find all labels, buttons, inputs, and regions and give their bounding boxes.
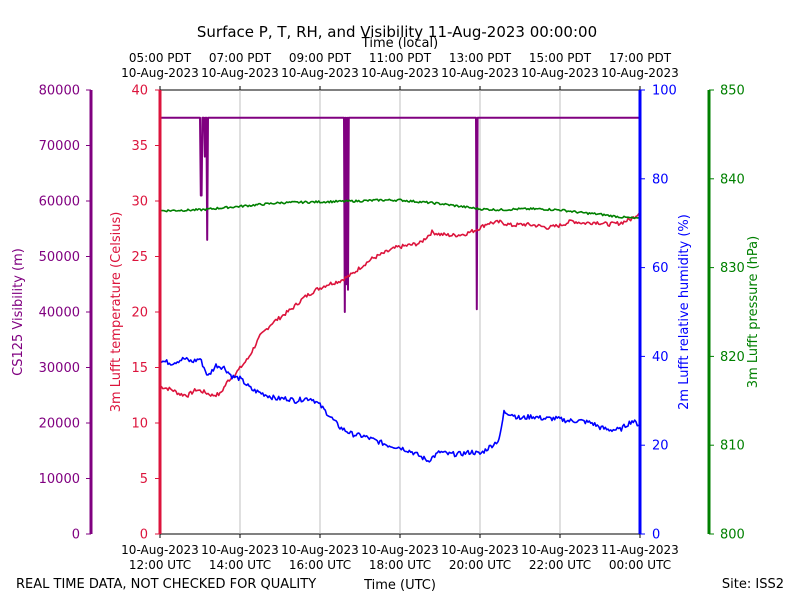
y-tick-label-visibility: 30000 [39,361,80,376]
x-tick-date: 10-Aug-2023 [201,543,279,557]
y-tick-label-pressure: 810 [720,439,745,454]
y-tick-label-humidity: 100 [652,84,677,99]
series-line-pressure [159,198,641,220]
y-axis-label-pressure: 3m Lufft pressure (hPa) [746,236,761,388]
y-tick-label-temperature: 20 [131,306,148,321]
y-tick-label-humidity: 60 [652,261,669,276]
x-tick-time: 12:00 UTC [129,558,191,572]
y-axis-label-visibility: CS125 Visibility (m) [11,248,26,376]
y-tick-label-visibility: 10000 [39,472,80,487]
y-axis-label-humidity: 2m Lufft relative humidity (%) [677,214,692,410]
top-tick-time: 13:00 PDT [449,51,512,65]
top-tick-time: 11:00 PDT [369,51,432,65]
y-tick-label-humidity: 80 [652,172,669,187]
top-tick-date: 10-Aug-2023 [121,66,199,80]
x-tick-time: 18:00 UTC [369,558,431,572]
series-line-humidity [159,356,641,463]
y-tick-label-temperature: 10 [131,417,148,432]
top-tick-date: 10-Aug-2023 [601,66,679,80]
top-tick-time: 05:00 PDT [129,51,192,65]
y-tick-label-pressure: 840 [720,172,745,187]
x-tick-time: 00:00 UTC [609,558,671,572]
y-tick-label-pressure: 800 [720,528,745,543]
series-lines [159,116,641,463]
gridlines [239,90,561,534]
series-line-temperature [159,211,641,398]
x-tick-date: 10-Aug-2023 [281,543,359,557]
x-tick-date: 11-Aug-2023 [601,543,679,557]
y-tick-label-humidity: 0 [652,528,660,543]
quality-disclaimer: REAL TIME DATA, NOT CHECKED FOR QUALITY [16,577,316,592]
x-tick-time: 16:00 UTC [289,558,351,572]
top-tick-time: 09:00 PDT [289,51,352,65]
y-axis-label-temperature: 3m Lufft temperature (Celsius) [109,212,124,413]
y-tick-label-pressure: 830 [720,261,745,276]
x-tick-date: 10-Aug-2023 [121,543,199,557]
top-tick-time: 07:00 PDT [209,51,272,65]
y-tick-label-temperature: 30 [131,195,148,210]
x-tick-time: 14:00 UTC [209,558,271,572]
top-axis-label: Time (local) [361,36,438,51]
y-tick-label-temperature: 15 [131,361,148,376]
y-tick-label-temperature: 35 [131,139,148,154]
x-tick-time: 20:00 UTC [449,558,511,572]
y-tick-label-visibility: 70000 [39,139,80,154]
chart-title: Surface P, T, RH, and Visibility 11-Aug-… [197,23,597,41]
top-tick-time: 15:00 PDT [529,51,592,65]
y-tick-label-temperature: 0 [140,528,148,543]
y-tick-label-visibility: 0 [72,528,80,543]
series-line-visibility [160,116,640,313]
y-tick-label-humidity: 20 [652,439,669,454]
top-tick-time: 17:00 PDT [609,51,672,65]
top-tick-date: 10-Aug-2023 [281,66,359,80]
top-tick-date: 10-Aug-2023 [361,66,439,80]
y-tick-label-temperature: 25 [131,250,148,265]
top-tick-date: 10-Aug-2023 [441,66,519,80]
y-tick-label-temperature: 5 [140,472,148,487]
x-tick-date: 10-Aug-2023 [521,543,599,557]
top-tick-date: 10-Aug-2023 [201,66,279,80]
y-tick-label-pressure: 820 [720,350,745,365]
y-tick-label-visibility: 40000 [39,306,80,321]
y-tick-label-temperature: 40 [131,84,148,99]
y-tick-label-pressure: 850 [720,84,745,99]
y-tick-label-visibility: 60000 [39,195,80,210]
x-tick-date: 10-Aug-2023 [441,543,519,557]
site-label: Site: ISS2 [722,577,784,592]
y-tick-label-visibility: 80000 [39,84,80,99]
x-tick-time: 22:00 UTC [529,558,591,572]
x-tick-date: 10-Aug-2023 [361,543,439,557]
y-tick-label-humidity: 40 [652,350,669,365]
top-tick-date: 10-Aug-2023 [521,66,599,80]
y-tick-label-visibility: 50000 [39,250,80,265]
y-tick-label-visibility: 20000 [39,417,80,432]
x-axis-label: Time (UTC) [363,578,436,593]
